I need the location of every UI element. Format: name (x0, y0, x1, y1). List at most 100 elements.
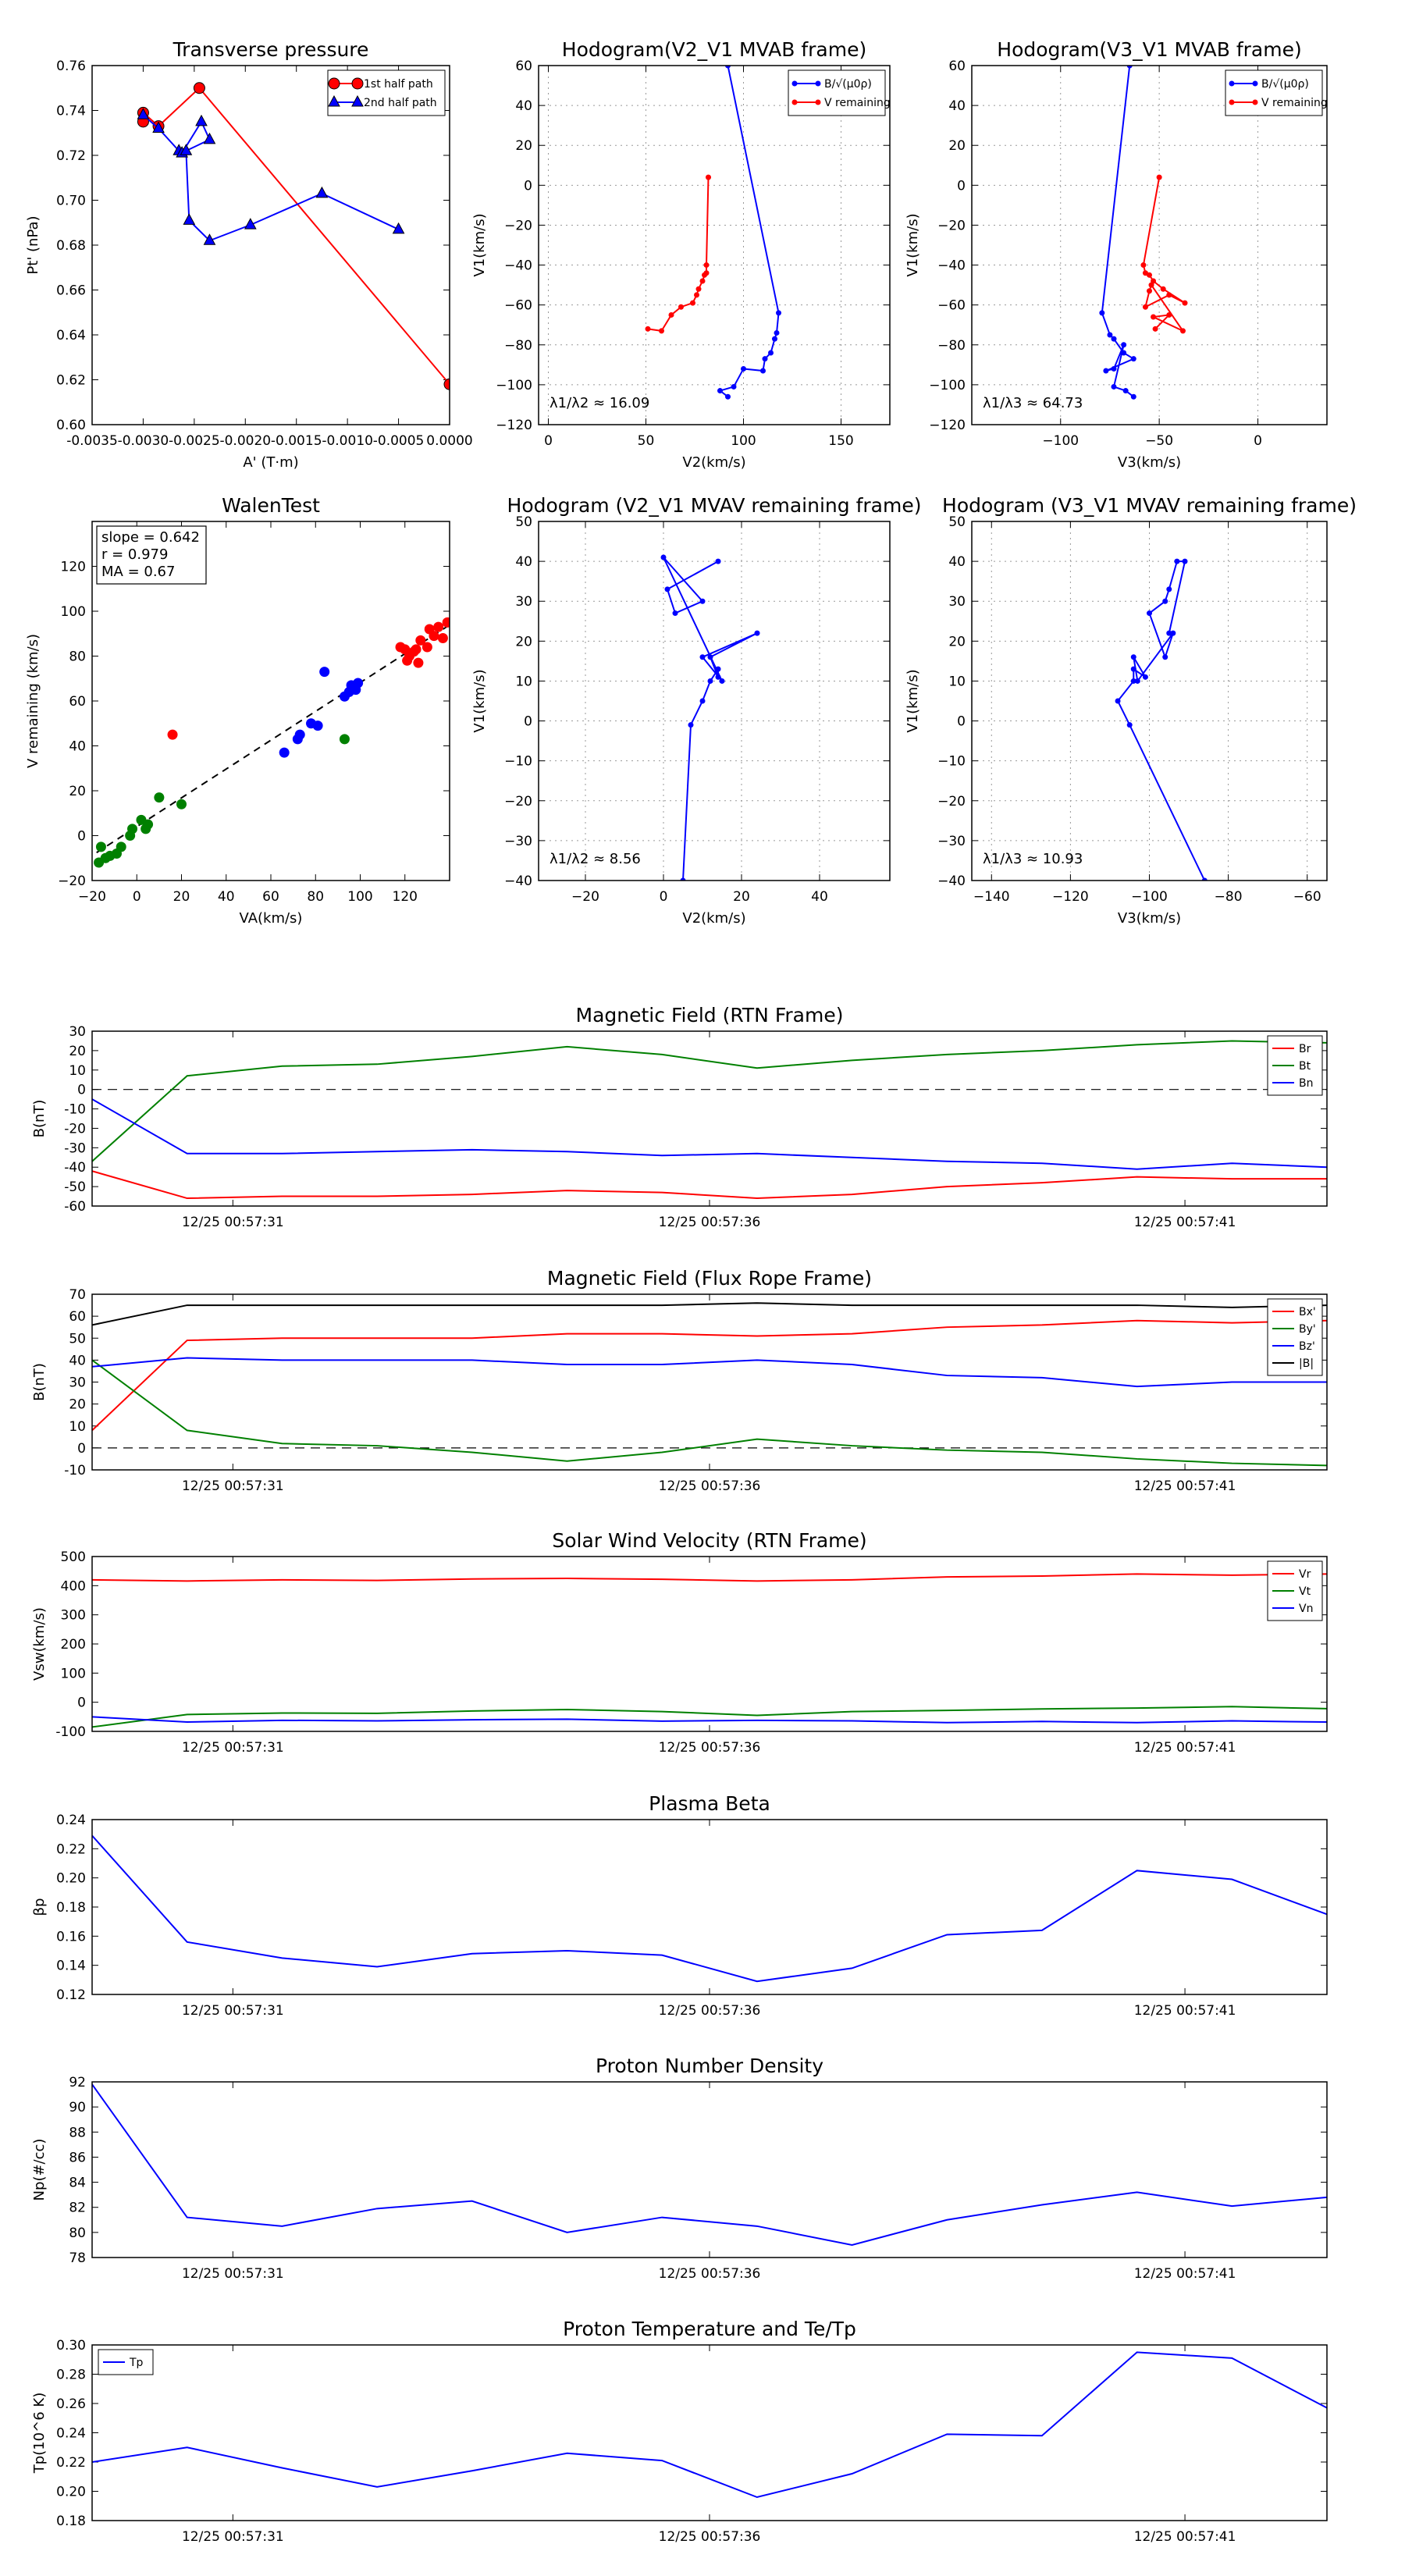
legend-label: 2nd half path (364, 97, 437, 109)
data-point (1142, 674, 1148, 680)
y-tick-label: -50 (64, 1179, 86, 1195)
data-point (442, 617, 450, 628)
legend-label: Br (1299, 1043, 1311, 1055)
chart-title: Plasma Beta (649, 1792, 770, 1815)
y-tick-label: 0.24 (56, 1813, 86, 1828)
x-tick-label: 0 (133, 889, 141, 905)
plot-frame (538, 65, 891, 425)
plot-frame (91, 1556, 1328, 1732)
data-point (193, 82, 205, 94)
legend-box (788, 69, 886, 116)
data-point (1103, 368, 1109, 374)
data-point (1122, 388, 1129, 394)
y-tick-label: 0 (524, 178, 532, 194)
data-point (1182, 300, 1188, 306)
y-tick-label: 40 (69, 1353, 86, 1368)
series-line (92, 2351, 1327, 2499)
legend: B/√(μ0ρ) V remaining (788, 69, 891, 116)
y-tick-label: 0 (957, 178, 966, 194)
legend-label: V remaining (1261, 97, 1328, 109)
y-tick-label: 40 (69, 739, 86, 755)
y-tick-label: 92 (69, 2075, 86, 2090)
x-tick-label: 12/25 00:57:36 (659, 2003, 761, 2019)
x-tick-label: −60 (1293, 889, 1321, 905)
chart-pt: Transverse pressure -0.0035 -0.0030 -0.0025… (25, 38, 473, 471)
x-tick-label: 50 (638, 433, 655, 449)
y-tick-label: 100 (61, 604, 86, 620)
legend-label: Bx' (1299, 1306, 1316, 1318)
data-point (699, 278, 706, 284)
y-axis-label: V1(km/s) (905, 213, 921, 276)
data-point (116, 841, 126, 852)
y-tick-label: 0 (957, 714, 966, 730)
chart-walen: WalenTest −20 0 20 40 60 80 100 120 −20 0 20 40 60 80 1… (25, 494, 450, 927)
series-line (1142, 176, 1186, 333)
legend: 1st half path 2nd half path (327, 69, 446, 116)
data-point (392, 222, 405, 234)
data-point (1166, 292, 1172, 298)
data-point (1142, 304, 1148, 310)
x-tick-label: 0 (1254, 433, 1262, 449)
y-tick-label: 20 (69, 1397, 86, 1413)
legend-label: B/√(μ0ρ) (1261, 78, 1309, 91)
data-point (1126, 66, 1133, 69)
legend-marker (328, 77, 340, 90)
y-tick-label: 40 (515, 554, 532, 570)
legend: Br Bt Bn (1267, 1035, 1323, 1096)
y-tick-label: 20 (948, 634, 966, 649)
data-point (1201, 877, 1208, 881)
plot-area (94, 617, 450, 868)
x-tick-label: 40 (218, 889, 235, 905)
x-tick-label: −100 (1042, 433, 1079, 449)
x-tick-label: 20 (173, 889, 190, 905)
data-point (1160, 286, 1166, 292)
y-tick-label: −100 (929, 378, 966, 393)
plot-area (92, 2351, 1327, 2499)
series-line (718, 66, 780, 398)
data-point (741, 365, 746, 372)
data-point (429, 631, 439, 642)
series-line (92, 1359, 1327, 1467)
y-tick-label: 0.60 (56, 418, 86, 433)
data-point (1170, 630, 1176, 636)
y-tick-label: 40 (948, 554, 966, 570)
series-line (647, 177, 710, 332)
x-tick-label: 100 (731, 433, 756, 449)
y-tick-label: 0.20 (56, 2485, 86, 2500)
legend-box (327, 69, 446, 116)
plot-area (92, 2083, 1327, 2246)
y-tick-label: −120 (929, 418, 966, 433)
y-tick-label: 400 (61, 1578, 86, 1594)
y-tick-label: 10 (948, 674, 966, 689)
y-tick-label: 0.18 (56, 1900, 86, 1916)
y-tick-label: -30 (64, 1140, 86, 1156)
data-point (95, 841, 106, 852)
x-tick-label: −140 (973, 889, 1010, 905)
plot-area (92, 1834, 1327, 1983)
x-tick-label: −20 (78, 889, 106, 905)
y-tick-label: -60 (64, 1199, 86, 1215)
data-point (195, 114, 208, 126)
x-tick-label: 40 (811, 889, 828, 905)
x-tick-label: 12/25 00:57:36 (659, 1215, 761, 1230)
data-point (312, 720, 323, 731)
data-point (167, 729, 178, 740)
series-line (92, 1834, 1327, 1983)
x-tick-label: 12/25 00:57:31 (182, 2529, 284, 2545)
series-line (92, 1573, 1327, 1582)
y-tick-label: 60 (69, 694, 86, 710)
y-tick-label: 0 (77, 1083, 86, 1098)
x-tick-label: -0.0035 (66, 433, 118, 449)
x-axis-label: V2(km/s) (682, 910, 745, 927)
data-point (294, 729, 305, 740)
chart-np: Proton Number Density 78 80 82 84 86 88 90 92 12/… (31, 2055, 1328, 2282)
plot-area (1099, 66, 1188, 400)
legend-marker (1252, 80, 1258, 87)
data-point (1130, 678, 1136, 684)
y-tick-label: 0 (77, 1441, 86, 1457)
legend: B/√(μ0ρ) V remaining (1225, 69, 1328, 116)
y-tick-label: −10 (937, 754, 966, 770)
chart-beta: Plasma Beta 0.12 0.14 0.16 0.18 0.20 0.22 0.24 1… (31, 1792, 1328, 2019)
